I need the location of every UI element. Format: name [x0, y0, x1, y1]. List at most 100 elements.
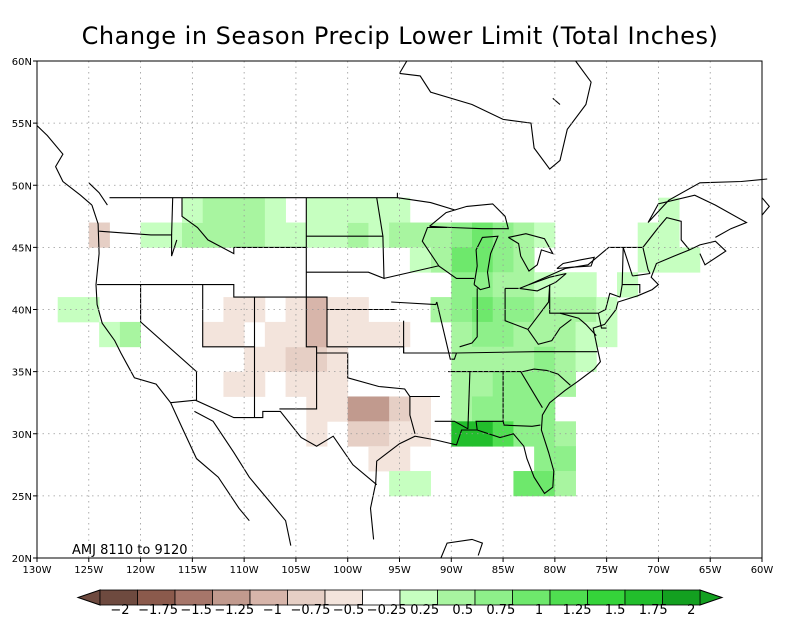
- colorbar-label: 1.5: [605, 603, 626, 618]
- coastline-segment: [99, 230, 178, 257]
- lat-tick-label: 25N: [12, 492, 32, 503]
- precip-cell: [575, 272, 597, 298]
- coastline-segment: [140, 284, 198, 401]
- precip-cell: [264, 346, 286, 373]
- precip-cell: [327, 197, 349, 223]
- coastline-segment: [316, 352, 416, 434]
- coastline-segment: [528, 216, 690, 286]
- coastline-segment: [109, 192, 398, 199]
- precip-cell: [223, 371, 245, 397]
- precip-cell: [554, 371, 576, 397]
- precip-cell: [492, 421, 514, 447]
- precip-cell: [554, 471, 576, 497]
- lat-tick-label: 40N: [12, 306, 32, 317]
- precip-change-cells: [57, 197, 701, 497]
- precip-cell: [679, 247, 701, 273]
- precip-cell: [347, 421, 369, 447]
- coastline-segment: [436, 301, 458, 360]
- precip-cell: [492, 272, 514, 298]
- precip-cell: [264, 222, 286, 248]
- coastline-segment: [421, 226, 448, 267]
- lat-tick-label: 50N: [12, 181, 32, 192]
- precip-cell: [182, 222, 204, 248]
- lon-tick-label: 80W: [544, 565, 567, 576]
- lon-tick-label: 85W: [492, 565, 515, 576]
- precip-cell: [451, 396, 473, 422]
- precip-cell: [575, 321, 597, 348]
- precip-cell: [409, 421, 431, 447]
- colorbar-label: 1: [535, 603, 543, 618]
- period-label: AMJ 8110 to 9120: [72, 543, 188, 558]
- precip-cell: [306, 297, 328, 323]
- coastline-segment: [429, 203, 510, 230]
- precip-cell: [202, 222, 224, 248]
- precip-cell: [513, 371, 535, 397]
- colorbar-swatch: [662, 589, 701, 606]
- precip-cell: [513, 297, 535, 323]
- colorbar-label: 0.25: [410, 603, 439, 618]
- colorbar-label: 2: [687, 603, 695, 618]
- precip-cell: [513, 396, 535, 422]
- precip-cell: [554, 446, 576, 472]
- precip-cell: [409, 247, 431, 273]
- coastline-segment: [559, 312, 597, 336]
- colorbar-label: −1: [263, 603, 282, 618]
- precip-cell: [244, 197, 266, 223]
- coastline-segment: [391, 301, 438, 306]
- precip-cell: [119, 321, 141, 348]
- precip-cell: [347, 396, 369, 422]
- precip-cell: [534, 297, 556, 323]
- precip-cell: [513, 272, 535, 298]
- coastline-segment: [549, 284, 621, 314]
- coastline-segment: [91, 204, 250, 522]
- precip-cell: [223, 197, 245, 223]
- precip-cell: [327, 222, 349, 248]
- precip-cell: [327, 321, 349, 348]
- coastline-segment: [622, 284, 641, 294]
- colorbar-label: −2: [110, 603, 129, 618]
- precip-cell: [409, 471, 431, 497]
- coastline-segment: [520, 371, 543, 408]
- graticule: [37, 61, 762, 558]
- colorbar-label: 1.75: [639, 603, 668, 618]
- lat-tick-label: 60N: [12, 57, 32, 68]
- coastline-segment: [632, 272, 651, 277]
- precip-cell: [575, 346, 597, 373]
- precip-cell: [409, 222, 431, 248]
- lon-tick-label: 115W: [178, 565, 207, 576]
- coastline-segment: [467, 371, 471, 429]
- precip-cell: [430, 247, 452, 273]
- precip-cell: [492, 321, 514, 348]
- precip-cell: [658, 222, 680, 248]
- precip-cell: [223, 321, 245, 348]
- colorbar-label: −0.5: [333, 603, 365, 618]
- coastline-segment: [171, 197, 174, 235]
- precip-cell: [389, 446, 411, 472]
- precip-cell: [285, 321, 307, 348]
- coastline-segment: [552, 97, 561, 105]
- lon-tick-label: 100W: [333, 565, 362, 576]
- coastline-segment: [473, 235, 499, 291]
- coastline-segment: [181, 197, 235, 255]
- coastline-segment: [761, 197, 771, 216]
- lon-tick-label: 130W: [23, 565, 52, 576]
- map-title: Change in Season Precip Lower Limit (Tot…: [81, 22, 719, 50]
- precip-cell: [389, 222, 411, 248]
- precip-cell: [368, 222, 390, 248]
- precip-cell: [223, 222, 245, 248]
- coastline-segment: [440, 538, 484, 559]
- lat-tick-label: 35N: [12, 368, 32, 379]
- lat-tick-label: 55N: [12, 119, 32, 130]
- colorbar-label: 1.25: [563, 603, 592, 618]
- precip-cell: [347, 321, 369, 348]
- precip-cell: [327, 371, 349, 397]
- lon-tick-label: 110W: [230, 565, 259, 576]
- precip-cell: [430, 222, 452, 248]
- precip-cell: [472, 222, 494, 248]
- precip-cell: [472, 371, 494, 397]
- coastline-segment: [170, 399, 378, 486]
- precip-cell: [306, 197, 328, 223]
- precip-cell: [389, 396, 411, 422]
- lon-tick-label: 120W: [126, 565, 155, 576]
- colorbar: −2 −1.75 −1.5 −1.25 −1 −0.75 −0.5 −0.25 0.25 0.5 0…: [76, 589, 724, 618]
